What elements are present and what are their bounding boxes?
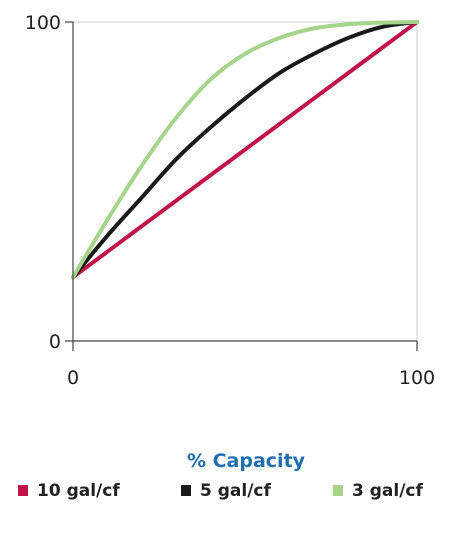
legend-item-10-gal-cf: 10 gal/cf xyxy=(18,481,120,501)
legend: 10 gal/cf 5 gal/cf 3 gal/cf xyxy=(18,481,424,501)
legend-item-5-gal-cf: 5 gal/cf xyxy=(181,481,272,501)
tick-labels: 100 00 100 xyxy=(25,12,435,389)
legend-swatch-10-gal-cf xyxy=(18,485,28,496)
series-group xyxy=(71,20,419,280)
series-line-3-gal-cf xyxy=(71,20,419,280)
x-axis-title: % Capacity xyxy=(187,450,306,472)
y-tick-label-min: 0 xyxy=(49,331,61,353)
series-line-5-gal-cf xyxy=(71,20,419,280)
legend-swatch-3-gal-cf xyxy=(333,485,343,496)
legend-label-10-gal-cf: 10 gal/cf xyxy=(37,481,120,501)
series-line-10-gal-cf xyxy=(71,20,419,280)
y-tick-label-max: 100 xyxy=(25,12,61,34)
axes xyxy=(65,21,418,351)
x-tick-label-max: 100 xyxy=(399,367,435,389)
x-tick-label-min: 0 xyxy=(67,367,79,389)
legend-swatch-5-gal-cf xyxy=(181,485,191,496)
legend-label-3-gal-cf: 3 gal/cf xyxy=(352,481,424,501)
legend-label-5-gal-cf: 5 gal/cf xyxy=(200,481,272,501)
plot-frame xyxy=(73,21,418,341)
legend-item-3-gal-cf: 3 gal/cf xyxy=(333,481,424,501)
